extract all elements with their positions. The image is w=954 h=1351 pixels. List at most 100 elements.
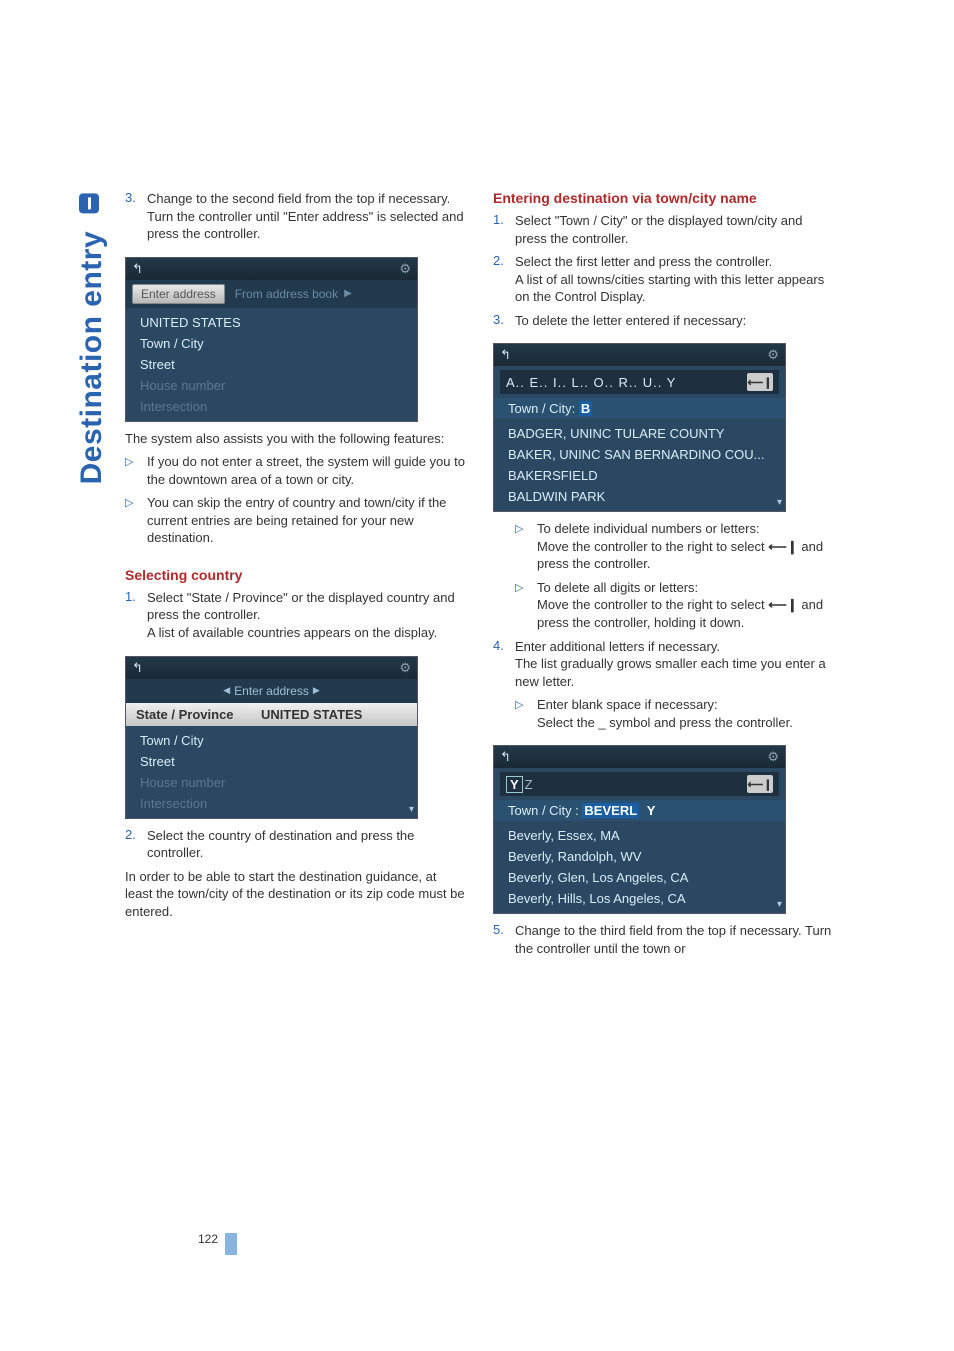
step-2: 2. Select the country of destination and… (125, 827, 465, 862)
input-rest: Z (523, 777, 747, 792)
bullet-item: ▷ You can skip the entry of country and … (125, 494, 465, 547)
list-item: Town / City (126, 333, 417, 354)
shot-list: Town / City Street House number Intersec… (126, 726, 417, 818)
para: The system also assists you with the fol… (125, 430, 465, 448)
list-item: BALDWIN PARK (494, 486, 785, 507)
scroll-down-icon: ▾ (777, 899, 782, 910)
list-item: House number (126, 772, 417, 793)
bullet-text: You can skip the entry of country and to… (147, 494, 465, 547)
list-item: Street (126, 354, 417, 375)
tab-enter-address: Enter address (132, 284, 225, 304)
step-num: 5. (493, 922, 515, 957)
sub-bullet-text: Enter blank space if necessary: Select t… (537, 696, 833, 731)
side-tab-icon (76, 190, 110, 216)
triangle-icon: ▷ (515, 579, 537, 632)
triangle-icon: ▷ (515, 520, 537, 573)
bullet-text: If you do not enter a street, the system… (147, 453, 465, 488)
heading-entering-destination: Entering destination via town/city name (493, 190, 833, 206)
sb-rest: Move the controller to the right to sele… (537, 597, 765, 612)
shot-topbar: ↰ ⚙ (126, 657, 417, 679)
chevron-right-icon: ▶ (313, 685, 320, 696)
list-item: Town / City (126, 730, 417, 751)
step-text: Change to the third field from the top i… (515, 922, 833, 957)
step-2: 2. Select the first letter and press the… (493, 253, 833, 306)
field-row: Town / City : BEVERL Y (494, 800, 785, 821)
step-text: Select the first letter and press the co… (515, 253, 833, 306)
step-text: Change to the second field from the top … (147, 190, 465, 243)
gear-icon: ⚙ (399, 660, 411, 676)
list-item: Beverly, Randolph, WV (494, 846, 785, 867)
heading-selecting-country: Selecting country (125, 567, 465, 583)
chevron-right-icon: ▶ (344, 288, 352, 299)
triangle-icon: ▷ (125, 494, 147, 547)
step-text: Select "Town / City" or the displayed to… (515, 212, 833, 247)
page-marker (225, 1233, 237, 1255)
step-num: 4. (493, 638, 515, 691)
step-4: 4. Enter additional letters if necessary… (493, 638, 833, 691)
step-text: Select "State / Province" or the display… (147, 589, 465, 642)
shot-list: Beverly, Essex, MA Beverly, Randolph, WV… (494, 821, 785, 913)
step-5: 5. Change to the third field from the to… (493, 922, 833, 957)
field-value: B (579, 401, 592, 416)
step-3: 3. To delete the letter entered if neces… (493, 312, 833, 330)
shot-header-row: State / Province UNITED STATES (126, 703, 417, 726)
letter-input-row: A.. E.. I.. L.. O.. R.. U.. Y ⟵❙ (500, 370, 779, 394)
shot-topbar: ↰ ⚙ (494, 344, 785, 366)
step-num: 3. (125, 190, 147, 243)
sub-bullet-text: To delete all digits or letters: Move th… (537, 579, 833, 632)
backspace-inline-icon: ⟵❙ (768, 596, 798, 614)
field-label: Town / City: (508, 401, 575, 416)
list-item: Beverly, Hills, Los Angeles, CA (494, 888, 785, 909)
gear-icon: ⚙ (399, 261, 411, 277)
s4s-lead: Enter blank space if necessary: (537, 697, 718, 712)
field-row: Town / City: B (494, 398, 785, 419)
tab-from-addressbook: From address book (235, 287, 338, 301)
scroll-down-icon: ▾ (777, 497, 782, 508)
scroll-down-icon: ▾ (409, 804, 414, 815)
shot-list: UNITED STATES Town / City Street House n… (126, 308, 417, 421)
screenshot-beverly: ↰ ⚙ Y Z ⟵❙ Town / City : BEVERL Y Beverl… (493, 745, 786, 914)
step2-main: Select the first letter and press the co… (515, 254, 772, 269)
gear-icon: ⚙ (767, 749, 779, 765)
para: In order to be able to start the destina… (125, 868, 465, 921)
s4l1: The list gradually grows smaller each ti… (515, 656, 826, 689)
shot-topbar: ↰ ⚙ (494, 746, 785, 768)
step-num: 1. (493, 212, 515, 247)
field-label: Town / City : (508, 803, 579, 818)
field-suffix: Y (643, 803, 656, 818)
step-1: 1. Select "Town / City" or the displayed… (493, 212, 833, 247)
list-item: Beverly, Essex, MA (494, 825, 785, 846)
back-icon: ↰ (500, 347, 511, 363)
step-text: To delete the letter entered if necessar… (515, 312, 833, 330)
back-icon: ↰ (132, 660, 143, 676)
list-item: Intersection (126, 793, 417, 814)
triangle-icon: ▷ (515, 696, 537, 731)
list-item: House number (126, 375, 417, 396)
step2-extra: A list of all towns/cities starting with… (515, 272, 824, 305)
fv-main: BEVERL (584, 803, 637, 818)
screenshot-enter-address: ↰ ⚙ Enter address From address book ▶ UN… (125, 257, 418, 422)
step-text: Select the country of destination and pr… (147, 827, 465, 862)
input-hl: Y (506, 776, 523, 793)
center-tab-label: Enter address (234, 684, 309, 698)
step-3: 3. Change to the second field from the t… (125, 190, 465, 243)
step-num: 2. (125, 827, 147, 862)
letter-input-row: Y Z ⟵❙ (500, 772, 779, 796)
list-item: Street (126, 751, 417, 772)
side-tab-text: Destination entry (75, 231, 108, 485)
list-item: BAKER, UNINC SAN BERNARDINO COU... (494, 444, 785, 465)
sub-bullet: ▷ Enter blank space if necessary: Select… (493, 696, 833, 731)
backspace-icon: ⟵❙ (747, 373, 773, 391)
right-column: Entering destination via town/city name … (493, 190, 833, 963)
sub-bullet: ▷ To delete individual numbers or letter… (493, 520, 833, 573)
screenshot-state-province: ↰ ⚙ ◀ Enter address ▶ State / Province U… (125, 656, 418, 819)
sb-lead: To delete individual numbers or letters: (537, 521, 760, 536)
list-item: BAKERSFIELD (494, 465, 785, 486)
letter-options: A.. E.. I.. L.. O.. R.. U.. Y (506, 375, 747, 390)
back-icon: ↰ (500, 749, 511, 765)
step-num: 3. (493, 312, 515, 330)
shot-list: BADGER, UNINC TULARE COUNTY BAKER, UNINC… (494, 419, 785, 511)
step-text: Enter additional letters if necessary. T… (515, 638, 833, 691)
page-number: 122 (198, 1232, 218, 1246)
field-value: BEVERL (582, 803, 639, 818)
